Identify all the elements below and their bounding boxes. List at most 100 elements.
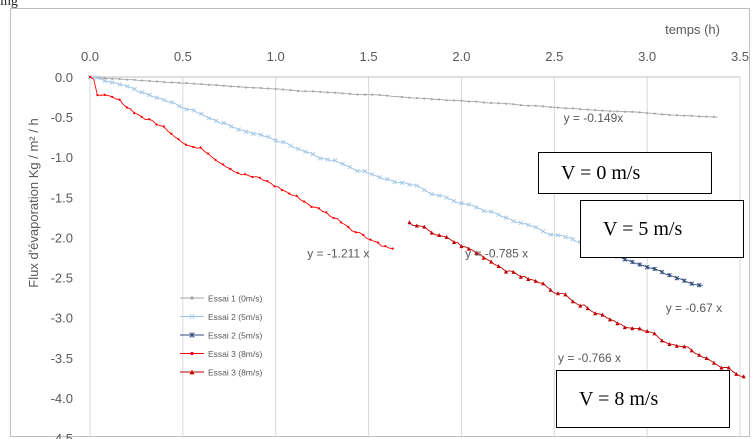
- series-3-point-66: [332, 216, 335, 220]
- series-0-point-90: [430, 97, 433, 101]
- series-4-point-44: [570, 299, 575, 304]
- series-1-point-20: [162, 97, 167, 103]
- series-1-point-44: [251, 131, 256, 137]
- series-0-point-118: [534, 104, 537, 107]
- series-1-point-32: [206, 115, 212, 121]
- series-0-point-18: [155, 80, 158, 83]
- series-3-point-44: [251, 175, 254, 179]
- series-0-point-54: [289, 89, 292, 92]
- series-4-point-56: [615, 321, 620, 326]
- series-1-point-10: [124, 84, 130, 89]
- series-1-point-62: [318, 156, 323, 161]
- series-4-point-58: [622, 325, 627, 330]
- series-1-point-40: [236, 127, 241, 132]
- series-0-point-128: [571, 107, 574, 110]
- series-4-point-22: [489, 259, 494, 264]
- series-1-point-102: [466, 202, 472, 207]
- series-0-point-46: [259, 86, 262, 90]
- series-1-point-108: [488, 209, 494, 214]
- legend-label-4: Essai 3 (8m/s): [208, 368, 262, 378]
- series-1-point-58: [303, 149, 308, 155]
- series-4-point-50: [593, 311, 598, 316]
- legend-swatch-marker-3: [190, 351, 194, 356]
- series-2-point-10: [622, 257, 628, 262]
- series-4-point-14: [459, 244, 464, 249]
- series-0-point-166: [712, 115, 716, 119]
- tick-labels: 0.0 0.5 1.0 1.5 2.0 2.5 3.0 3.5 0.0 -0.5 -1.0 -1.5 -…: [51, 49, 749, 439]
- series-4-point-26: [504, 269, 508, 274]
- legend-swatch-marker-1: [189, 313, 195, 320]
- series-3-point-18: [155, 123, 158, 126]
- grid-lines: [89, 76, 741, 438]
- series-0-point-162: [698, 115, 701, 118]
- velocity-box-1: V = 5 m/s: [580, 200, 744, 258]
- series-2-point-20: [659, 269, 665, 275]
- series-2-point-22: [667, 272, 672, 278]
- series-4-point-16: [466, 246, 471, 251]
- velocity-box-0-label: V = 0 m/s: [561, 161, 641, 184]
- series-4-point-4: [422, 224, 427, 229]
- series-3-point-8: [118, 98, 121, 101]
- series-3-point-26: [184, 143, 188, 146]
- series-4-point-60: [630, 326, 635, 331]
- series-4-point-32: [526, 277, 531, 282]
- velocity-box-2-label: V = 8 m/s: [579, 387, 659, 410]
- series-1-point-70: [347, 164, 353, 170]
- series-1-point-50: [273, 138, 278, 143]
- series-3-point-46: [258, 176, 261, 179]
- series-0-point-144: [631, 110, 634, 113]
- series-4-point-88: [734, 371, 739, 376]
- series-4-point-72: [674, 343, 679, 348]
- series-1-point-106: [481, 208, 486, 214]
- series-0-point-76: [371, 93, 374, 96]
- series-1-point-94: [436, 193, 442, 198]
- series-4-point-40: [556, 291, 560, 296]
- x-axis-label: temps (h): [665, 22, 720, 37]
- series-1-point-130: [570, 237, 576, 242]
- series-3-point-82: [391, 247, 394, 250]
- series-1-point-124: [548, 232, 553, 238]
- series-1-point-56: [295, 146, 301, 152]
- series-0-point-22: [170, 81, 173, 84]
- series-3-point-76: [369, 238, 372, 241]
- series-3-point-40: [236, 171, 239, 174]
- series-0-point-32: [207, 83, 210, 87]
- series-3: [88, 75, 394, 250]
- series-1-point-48: [266, 134, 271, 140]
- y-tick-label-1: -0.5: [51, 110, 73, 125]
- series-3-point-54: [288, 192, 291, 195]
- x-tick-label-3: 1.5: [360, 49, 378, 64]
- series-0-point-132: [586, 108, 589, 111]
- velocity-box-2: V = 8 m/s: [556, 370, 730, 428]
- series-4-point-66: [652, 331, 657, 336]
- x-tick-label-4: 2.0: [452, 49, 470, 64]
- series-4-point-80: [704, 355, 709, 360]
- series-1-point-126: [555, 232, 561, 238]
- series-3-point-32: [207, 152, 210, 155]
- series-4-point-46: [578, 303, 583, 308]
- series-3-point-58: [302, 200, 306, 203]
- series-2-point-12: [629, 259, 635, 265]
- series-0-point-24: [178, 81, 181, 84]
- series-1-point-64: [325, 157, 330, 162]
- series-1-point-52: [280, 139, 286, 145]
- series-1-point-2: [95, 75, 100, 80]
- series-0-point-160: [690, 114, 693, 117]
- series-4-point-90: [741, 374, 746, 379]
- series-4-point-74: [682, 344, 687, 349]
- series-3-point-28: [192, 145, 195, 149]
- series-4-point-34: [533, 278, 538, 283]
- y-tick-label-4: -2.0: [51, 230, 73, 245]
- series-1-point-128: [563, 234, 568, 240]
- series-0-point-110: [504, 102, 508, 105]
- series-1-point-90: [422, 187, 427, 193]
- series-3-point-78: [376, 241, 380, 244]
- series-0-point-14: [140, 79, 144, 82]
- series-0-point-30: [200, 83, 203, 86]
- x-tick-label-5: 2.5: [545, 49, 563, 64]
- series-4-point-84: [719, 365, 724, 370]
- series-1-point-66: [332, 158, 338, 163]
- legend-label-2: Essai 2 (5m/s): [208, 331, 262, 341]
